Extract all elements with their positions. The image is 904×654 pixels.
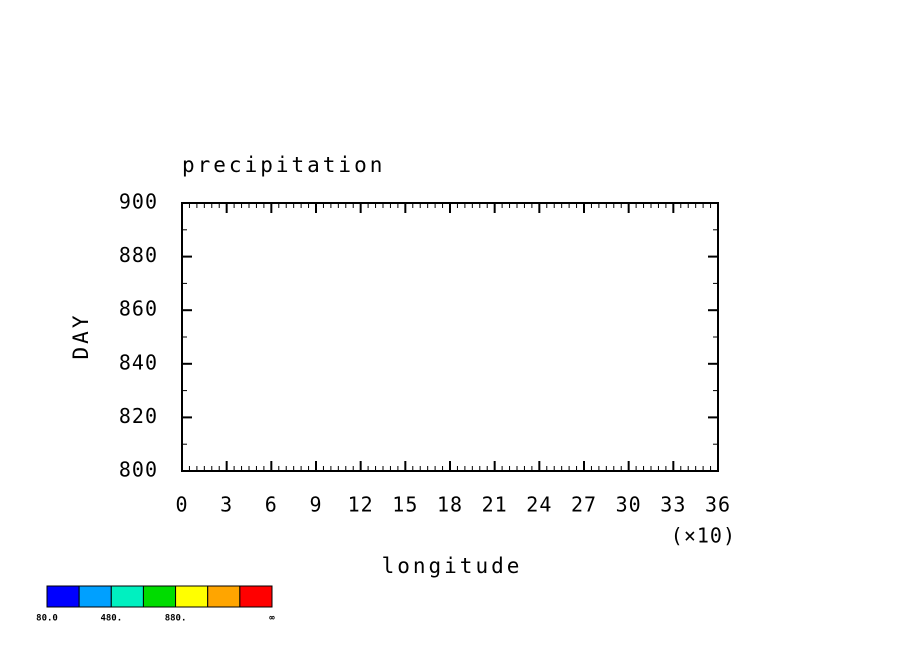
colorbar-label: 880.	[165, 614, 187, 624]
x-tick-label: 27	[571, 493, 597, 517]
colorbar-label: ∞	[269, 614, 275, 624]
x-tick-label: 0	[175, 493, 188, 517]
colorbar-swatch	[239, 585, 273, 608]
y-tick-label: 880	[119, 243, 158, 267]
y-tick-label: 900	[119, 190, 158, 214]
x-tick-label: 18	[437, 493, 463, 517]
colorbar-label: 480.	[100, 614, 122, 624]
colorbar-swatch	[46, 585, 80, 608]
x-tick-label: 21	[482, 493, 508, 517]
y-axis-label: DAY	[69, 313, 93, 360]
x-tick-label: 6	[265, 493, 278, 517]
x-tick-label: 12	[348, 493, 374, 517]
colorbar-label: 80.0	[36, 614, 58, 624]
colorbar-swatch	[78, 585, 112, 608]
colorbar-swatch	[207, 585, 241, 608]
x-tick-label: 33	[660, 493, 686, 517]
x-tick-label: 15	[392, 493, 418, 517]
y-tick-label: 840	[119, 350, 158, 374]
colorbar-swatch	[110, 585, 144, 608]
colorbar-swatch	[175, 585, 209, 608]
chart-title: precipitation	[182, 153, 385, 177]
x-scale-label: (×10)	[671, 524, 736, 548]
y-tick-label: 820	[119, 404, 158, 428]
plot-frame	[181, 202, 719, 472]
x-tick-label: 9	[309, 493, 322, 517]
colorbar-swatch	[142, 585, 177, 608]
y-tick-label: 800	[119, 458, 158, 482]
x-tick-label: 36	[705, 493, 731, 517]
x-axis-label: longitude	[382, 554, 523, 578]
y-tick-label: 860	[119, 297, 158, 321]
x-tick-label: 30	[616, 493, 642, 517]
x-tick-label: 24	[526, 493, 552, 517]
x-tick-label: 3	[220, 493, 233, 517]
